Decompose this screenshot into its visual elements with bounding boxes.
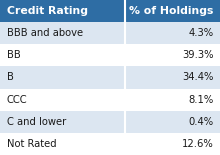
FancyBboxPatch shape (125, 44, 220, 66)
FancyBboxPatch shape (0, 44, 125, 66)
Text: 4.3%: 4.3% (188, 28, 213, 38)
FancyBboxPatch shape (125, 89, 220, 111)
Text: C and lower: C and lower (7, 117, 66, 127)
Text: 34.4%: 34.4% (182, 73, 213, 82)
Text: B: B (7, 73, 13, 82)
Text: Credit Rating: Credit Rating (7, 6, 88, 16)
FancyBboxPatch shape (125, 0, 220, 22)
Text: Not Rated: Not Rated (7, 139, 56, 149)
Text: 8.1%: 8.1% (188, 95, 213, 105)
FancyBboxPatch shape (0, 22, 125, 44)
FancyBboxPatch shape (0, 0, 125, 22)
FancyBboxPatch shape (125, 22, 220, 44)
FancyBboxPatch shape (125, 66, 220, 89)
FancyBboxPatch shape (0, 89, 125, 111)
Text: 12.6%: 12.6% (182, 139, 213, 149)
FancyBboxPatch shape (125, 111, 220, 133)
FancyBboxPatch shape (0, 133, 125, 155)
Text: BB: BB (7, 50, 20, 60)
Text: BBB and above: BBB and above (7, 28, 83, 38)
Text: 39.3%: 39.3% (182, 50, 213, 60)
FancyBboxPatch shape (125, 133, 220, 155)
FancyBboxPatch shape (0, 66, 125, 89)
Text: CCC: CCC (7, 95, 27, 105)
Text: % of Holdings: % of Holdings (129, 6, 213, 16)
FancyBboxPatch shape (0, 111, 125, 133)
Text: 0.4%: 0.4% (188, 117, 213, 127)
